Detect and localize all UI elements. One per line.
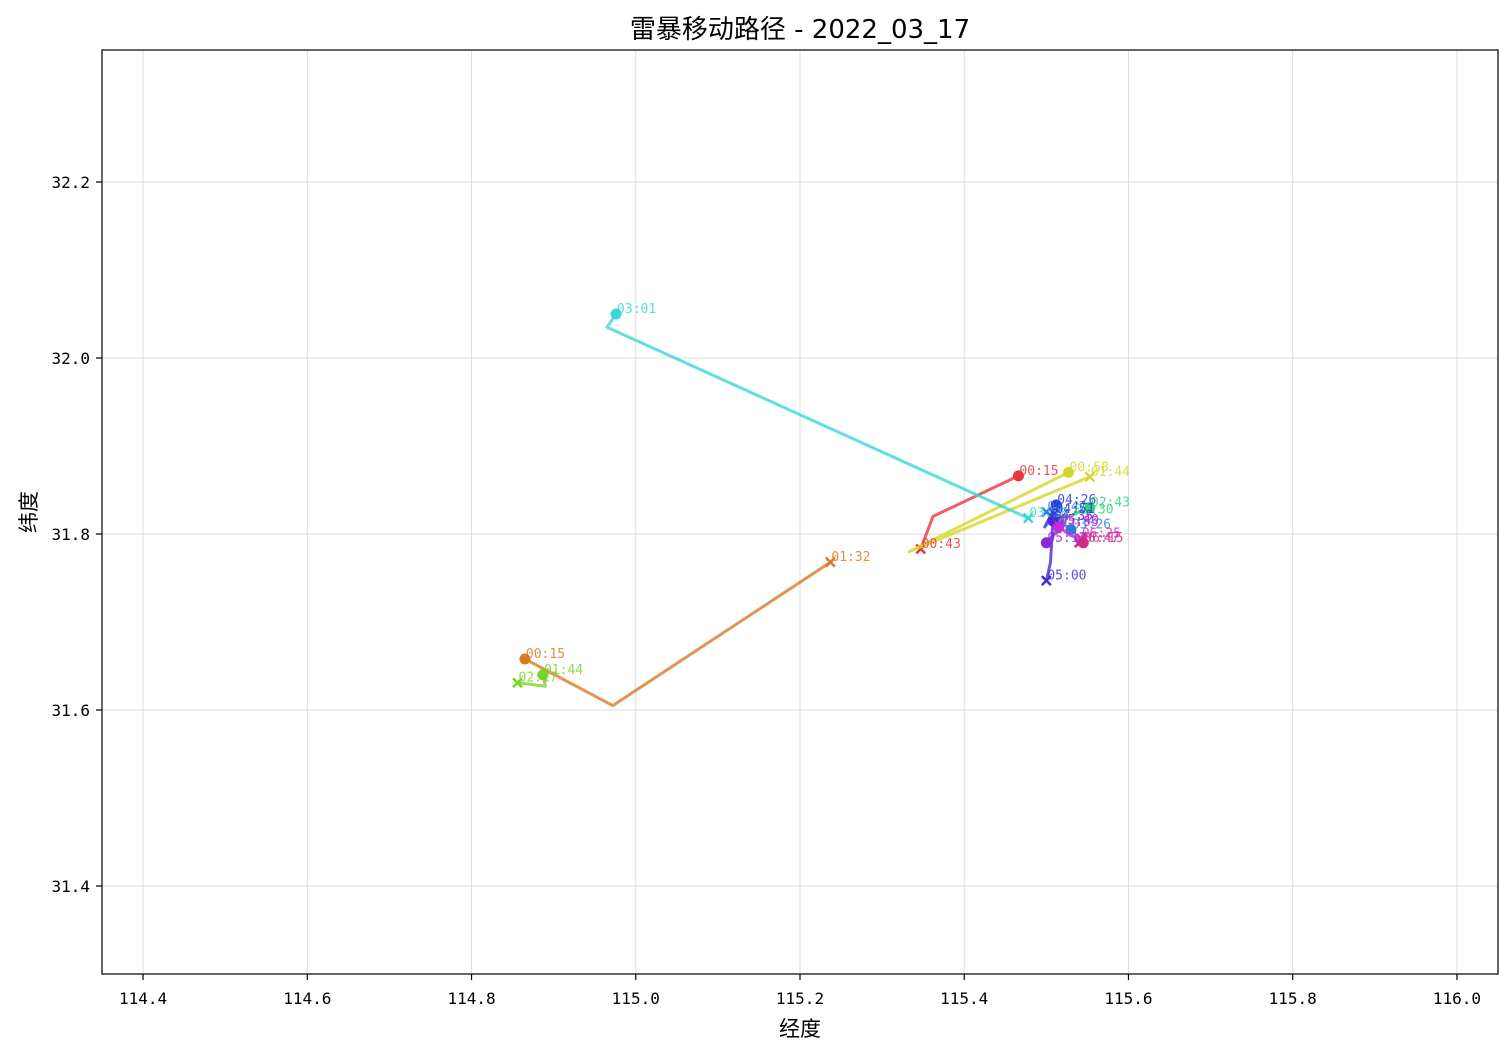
- track-start-marker: [1050, 499, 1062, 511]
- time-label: 01:44: [1091, 465, 1130, 480]
- time-label: 04:26: [1057, 493, 1096, 508]
- time-label: 03:01: [617, 302, 656, 317]
- x-tick-label: 115.4: [940, 989, 988, 1008]
- end-marker-stroke: [1040, 575, 1052, 587]
- track-start-marker: [1053, 521, 1065, 533]
- time-label: 02:17: [519, 671, 558, 686]
- time-label: 05:55: [1060, 515, 1099, 530]
- time-label: 05:00: [1047, 569, 1086, 584]
- grid: [102, 50, 1498, 974]
- track-end-marker: [1022, 512, 1034, 524]
- point-labels: 00:1500:4300:1501:3200:5801:4401:4402:17…: [519, 302, 1131, 686]
- track-start-marker: [519, 653, 531, 665]
- chart-title: 雷暴移动路径 - 2022_03_17: [630, 15, 970, 45]
- time-label: 00:43: [922, 537, 961, 552]
- track-end-marker: [1073, 537, 1085, 549]
- x-tick-label: 114.4: [119, 989, 167, 1008]
- end-marker-stroke: [1022, 512, 1034, 524]
- y-tick-label: 31.4: [51, 877, 90, 896]
- time-label: 01:32: [831, 550, 870, 565]
- series-track-line: [523, 560, 832, 708]
- time-label: 03:26: [1029, 506, 1068, 521]
- track-start-marker: [537, 669, 549, 681]
- time-label: 02:43: [1091, 496, 1130, 511]
- y-tick-label: 31.6: [51, 701, 90, 720]
- track-start-marker: [1012, 470, 1024, 482]
- time-label: 04:35: [1054, 509, 1093, 524]
- y-axis-label: 纬度: [17, 491, 41, 533]
- time-label: 06:15: [1084, 531, 1123, 546]
- x-tick-label: 115.6: [1104, 989, 1152, 1008]
- series-track-line: [907, 470, 1092, 554]
- track-end-marker: [512, 677, 523, 689]
- y-tick-label: 31.8: [51, 525, 90, 544]
- track-start-marker: [1063, 466, 1075, 478]
- time-label: 03:47: [1047, 500, 1086, 515]
- track-start-marker: [610, 308, 622, 320]
- time-label: 00:15: [526, 647, 565, 662]
- track-end-marker: [1084, 471, 1096, 483]
- series-layer: [512, 308, 1096, 708]
- track-start-marker: [1040, 537, 1052, 549]
- x-axis-label: 经度: [779, 1017, 821, 1041]
- x-tick-label: 116.0: [1433, 989, 1481, 1008]
- x-tick-label: 115.0: [612, 989, 660, 1008]
- time-label: 05:40: [1060, 513, 1099, 528]
- time-label: 06:25: [1082, 526, 1121, 541]
- x-tick-label: 114.8: [447, 989, 495, 1008]
- end-marker-stroke: [1084, 471, 1096, 483]
- time-label: 05:12: [1047, 531, 1086, 546]
- x-tick-label: 114.6: [283, 989, 331, 1008]
- end-marker-stroke: [512, 677, 523, 689]
- y-axis-ticks: 31.4 31.6 31.8 32.0 32.2: [51, 173, 102, 896]
- series-track-line: [919, 474, 1020, 551]
- time-label: 03:26: [1072, 518, 1111, 533]
- x-tick-label: 115.2: [776, 989, 824, 1008]
- series-track-line: [1059, 506, 1092, 520]
- track-start-marker: [1084, 502, 1096, 514]
- time-label: 03:30: [1074, 503, 1113, 518]
- y-tick-label: 32.0: [51, 349, 90, 368]
- end-marker-stroke: [1073, 537, 1085, 549]
- time-label: 06:47: [1080, 531, 1119, 546]
- track-end-marker: [1040, 575, 1052, 587]
- time-label: 00:15: [1019, 464, 1058, 479]
- time-label: 00:58: [1070, 460, 1109, 475]
- end-marker-stroke: [824, 556, 836, 568]
- x-tick-label: 115.8: [1269, 989, 1317, 1008]
- time-label: 01:44: [544, 663, 583, 678]
- track-end-marker: [824, 556, 836, 568]
- x-axis-ticks: 114.4 114.6 114.8 115.0 115.2 115.4 115.6 115.8…: [119, 974, 1481, 1008]
- time-label: 04:51: [1056, 502, 1095, 517]
- y-tick-label: 32.2: [51, 173, 90, 192]
- end-marker-stroke: [1040, 506, 1052, 518]
